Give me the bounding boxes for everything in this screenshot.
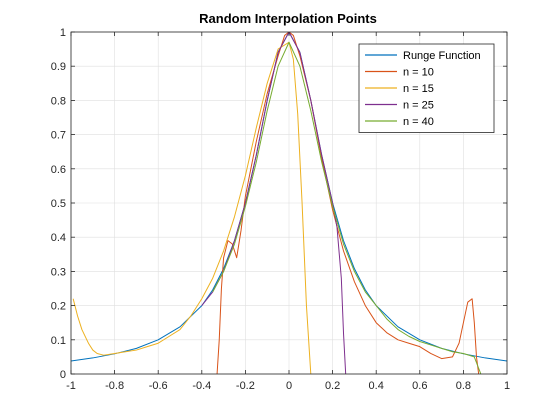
y-tick-label: 0.8 [51, 95, 66, 107]
y-tick-label: 1 [60, 27, 66, 39]
y-tick-label: 0.1 [51, 335, 66, 347]
x-tick-label: 0.2 [325, 380, 340, 392]
legend: Runge Function n = 10 n = 15 n = 25 n = 40 [358, 43, 495, 133]
y-tick-label: 0.2 [51, 301, 66, 313]
series-line-n-40 [212, 41, 482, 374]
x-tick-label: -0.2 [236, 380, 255, 392]
x-tick-label: -0.6 [149, 380, 168, 392]
y-tick-label: 0.5 [51, 198, 66, 210]
legend-entry-label: n = 25 [403, 100, 434, 112]
chart-title: Random Interpolation Points [199, 11, 377, 26]
x-tick-label: 1 [504, 380, 510, 392]
legend-entry-label: n = 40 [403, 116, 434, 128]
y-tick-label: 0.4 [51, 232, 66, 244]
series-line-n-10 [216, 32, 480, 374]
x-tick-label: 0.8 [456, 380, 471, 392]
x-tick-label: 0 [286, 380, 292, 392]
y-tick-label: 0.7 [51, 130, 66, 142]
legend-entry-label: n = 15 [403, 83, 434, 95]
x-tick-label: 0.6 [412, 380, 427, 392]
legend-entry-label: n = 10 [403, 67, 434, 79]
series-layer [71, 32, 507, 374]
legend-entry-label: Runge Function [403, 50, 481, 62]
series-line-n-25 [201, 32, 347, 374]
y-tick-label: 0.9 [51, 61, 66, 73]
x-tick-label: 0.4 [369, 380, 384, 392]
y-tick-label: 0 [60, 369, 66, 381]
x-tick-label: -1 [66, 380, 76, 392]
y-tick-label: 0.6 [51, 164, 66, 176]
axis-ticks: -1 -0.8 -0.6 -0.4 -0.2 0 0.2 0.4 0.6 0.8 1 0 0.1 0.2 0… [51, 27, 510, 392]
x-tick-label: -0.8 [105, 380, 124, 392]
series-line-runge-function [71, 32, 507, 362]
y-tick-label: 0.3 [51, 266, 66, 278]
series-line-n-15 [72, 41, 312, 374]
x-tick-label: -0.4 [192, 380, 211, 392]
